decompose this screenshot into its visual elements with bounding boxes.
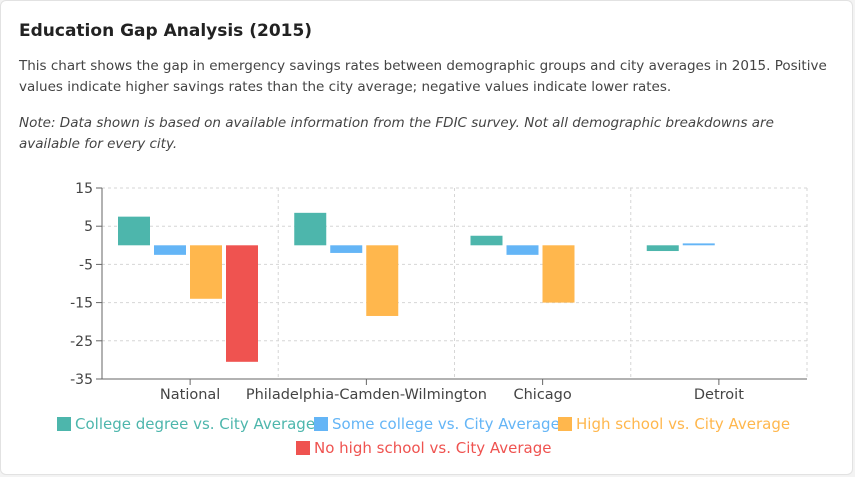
legend-swatch [57,417,71,431]
legend-label: No high school vs. City Average [314,439,552,457]
legend-label: High school vs. City Average [576,415,790,433]
bar [118,216,150,246]
y-tick-label: 15 [75,181,93,197]
y-tick-label: -5 [79,257,93,273]
bar [154,245,186,255]
bar [682,243,715,246]
legend-label: College degree vs. City Average [75,415,315,433]
legend-label: Some college vs. City Average [332,415,560,433]
bar [294,212,327,246]
bar [506,245,539,255]
bar [646,245,679,252]
x-tick-label: Chicago [513,387,571,403]
page-title: Education Gap Analysis (2015) [19,21,313,41]
bar [226,245,258,362]
legend-swatch [558,417,572,431]
y-tick-label: 5 [84,219,93,235]
bar [330,245,363,253]
chart-note: Note: Data shown is based on available i… [19,115,774,152]
bar [542,245,575,303]
bar [366,245,399,316]
x-tick-label: Philadelphia-Camden-Wilmington [246,387,487,403]
y-tick-label: -15 [70,296,93,312]
x-tick-label: Detroit [694,387,744,403]
y-tick-label: -25 [70,334,93,350]
y-tick-label: -35 [70,372,93,388]
chart-description: This chart shows the gap in emergency sa… [19,58,827,95]
legend-swatch [296,441,310,455]
x-tick-label: National [160,387,220,403]
legend-swatch [314,417,328,431]
bar [470,235,503,246]
bar [190,245,222,299]
